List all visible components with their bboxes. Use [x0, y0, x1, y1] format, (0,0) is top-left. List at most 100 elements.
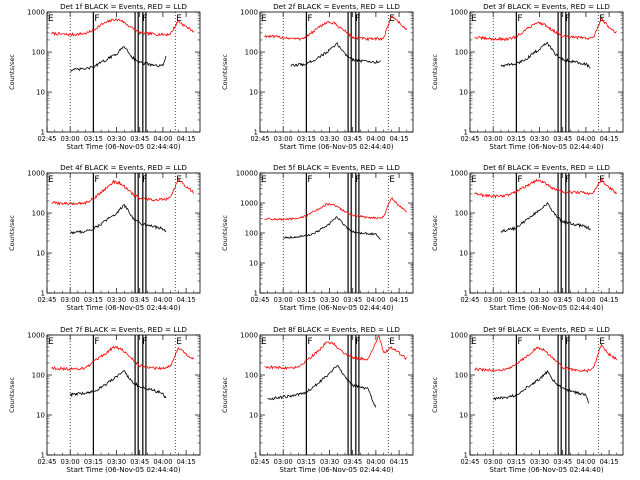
lld-trace: [51, 345, 195, 372]
x-axis-label: Start Time (06-Nov-05 02:44:40): [66, 304, 180, 312]
interval-marker-label: F: [307, 175, 312, 185]
interval-marker-label: E: [48, 337, 54, 347]
x-tick-label: 03:30: [530, 458, 549, 466]
x-tick-label: 02:45: [37, 458, 56, 466]
x-tick-label: 03:00: [274, 135, 293, 143]
y-tick-label: 10: [36, 412, 45, 420]
x-axis-label: Start Time (06-Nov-05 02:44:40): [489, 304, 603, 312]
x-tick-label: 03:15: [84, 458, 103, 466]
x-tick-label: 04:15: [600, 135, 619, 143]
x-axis-label: Start Time (06-Nov-05 02:44:40): [279, 143, 393, 151]
chart-panel-1: Det 1f BLACK = Events, RED = LLD 1 10 100 10…: [8, 2, 201, 151]
y-axis-label: Counts/sec: [431, 54, 439, 90]
chart-panel-5: Det 5f BLACK = Events, RED = LLD 1 10 100 10…: [221, 163, 414, 312]
lld-trace: [264, 15, 408, 42]
x-axis-label: Start Time (06-Nov-05 02:44:40): [279, 466, 393, 474]
interval-marker-label: F: [565, 175, 570, 185]
plot-frame: [469, 11, 624, 133]
x-axis-label: Start Time (06-Nov-05 02:44:40): [66, 143, 180, 151]
x-tick-label: 03:30: [320, 458, 339, 466]
y-tick-label: 1: [41, 452, 45, 460]
x-tick-label: 03:15: [507, 135, 526, 143]
events-trace: [70, 46, 167, 72]
interval-marker-label: F: [142, 337, 147, 347]
interval-marker-label: E: [471, 175, 477, 185]
events-trace: [500, 201, 591, 234]
x-tick-label: 02:45: [460, 296, 479, 304]
interval-marker-label: F: [355, 14, 360, 24]
interval-marker-label: E: [48, 175, 54, 185]
interval-marker-label: E: [176, 337, 182, 347]
y-tick-label: 100: [32, 210, 45, 218]
interval-marker-label: F: [94, 337, 99, 347]
chart-title: Det 3f BLACK = Events, RED = LLD: [483, 2, 610, 11]
x-tick-label: 03:45: [130, 296, 149, 304]
x-tick-label: 02:45: [460, 458, 479, 466]
y-tick-label: 100: [32, 49, 45, 57]
x-tick-label: 04:15: [390, 135, 409, 143]
y-tick-label: 1: [464, 129, 468, 137]
y-axis-label: Counts/sec: [431, 377, 439, 413]
events-trace: [493, 369, 590, 404]
y-axis-label: Counts/sec: [8, 377, 16, 413]
x-tick-label: 02:45: [37, 296, 56, 304]
interval-marker-label: E: [261, 14, 267, 24]
y-tick-label: 1: [254, 290, 258, 298]
y-tick-label: 10: [459, 412, 468, 420]
x-tick-label: 04:15: [177, 135, 196, 143]
x-tick-label: 03:15: [297, 135, 316, 143]
y-tick-label: 1: [464, 452, 468, 460]
plot-frame: [46, 172, 201, 294]
x-tick-label: 02:45: [250, 458, 269, 466]
interval-marker-label: E: [176, 14, 182, 24]
x-tick-label: 03:00: [484, 296, 503, 304]
x-tick-label: 04:15: [600, 458, 619, 466]
interval-marker-label: E: [48, 14, 54, 24]
interval-marker-label: F: [94, 14, 99, 24]
y-tick-label: 100: [32, 372, 45, 380]
x-tick-label: 03:45: [343, 135, 362, 143]
x-tick-label: 03:00: [274, 458, 293, 466]
y-axis-label: Counts/sec: [8, 215, 16, 251]
y-tick-label: 10: [249, 260, 258, 268]
x-tick-label: 04:00: [153, 135, 172, 143]
lld-trace: [474, 178, 618, 199]
x-tick-label: 02:45: [37, 135, 56, 143]
lld-trace: [264, 335, 407, 371]
chart-panel-2: Det 2f BLACK = Events, RED = LLD 1 10 100 10…: [221, 2, 414, 151]
x-tick-label: 04:00: [366, 135, 385, 143]
y-tick-label: 100: [245, 49, 258, 57]
x-tick-label: 03:15: [507, 296, 526, 304]
y-tick-label: 100: [245, 230, 258, 238]
plot-frame: [469, 334, 624, 456]
chart-title: Det 6f BLACK = Events, RED = LLD: [483, 163, 610, 172]
events-trace: [283, 216, 381, 240]
x-axis-label: Start Time (06-Nov-05 02:44:40): [489, 143, 603, 151]
chart-title: Det 5f BLACK = Events, RED = LLD: [273, 163, 400, 172]
events-trace: [290, 42, 381, 68]
x-tick-label: 03:15: [297, 458, 316, 466]
lld-trace: [51, 18, 195, 37]
y-tick-label: 100: [455, 210, 468, 218]
x-tick-label: 03:30: [320, 296, 339, 304]
chart-panel-4: Det 4f BLACK = Events, RED = LLD 1 10 100 10…: [8, 163, 201, 312]
x-tick-label: 03:45: [130, 135, 149, 143]
y-tick-label: 1000: [240, 332, 258, 340]
chart-title: Det 7f BLACK = Events, RED = LLD: [60, 325, 187, 334]
interval-marker-label: F: [94, 175, 99, 185]
x-tick-label: 04:00: [153, 458, 172, 466]
x-tick-label: 03:00: [61, 296, 80, 304]
y-tick-label: 1: [41, 290, 45, 298]
y-tick-label: 1000: [27, 9, 45, 17]
x-tick-label: 04:00: [153, 296, 172, 304]
y-tick-label: 100: [455, 372, 468, 380]
y-tick-label: 1: [254, 129, 258, 137]
interval-marker-label: F: [517, 14, 522, 24]
y-tick-label: 10: [459, 250, 468, 258]
x-tick-label: 04:15: [177, 458, 196, 466]
chart-title: Det 4f BLACK = Events, RED = LLD: [60, 163, 187, 172]
x-tick-label: 04:00: [366, 458, 385, 466]
y-tick-label: 1000: [450, 170, 468, 178]
y-tick-label: 1000: [27, 170, 45, 178]
